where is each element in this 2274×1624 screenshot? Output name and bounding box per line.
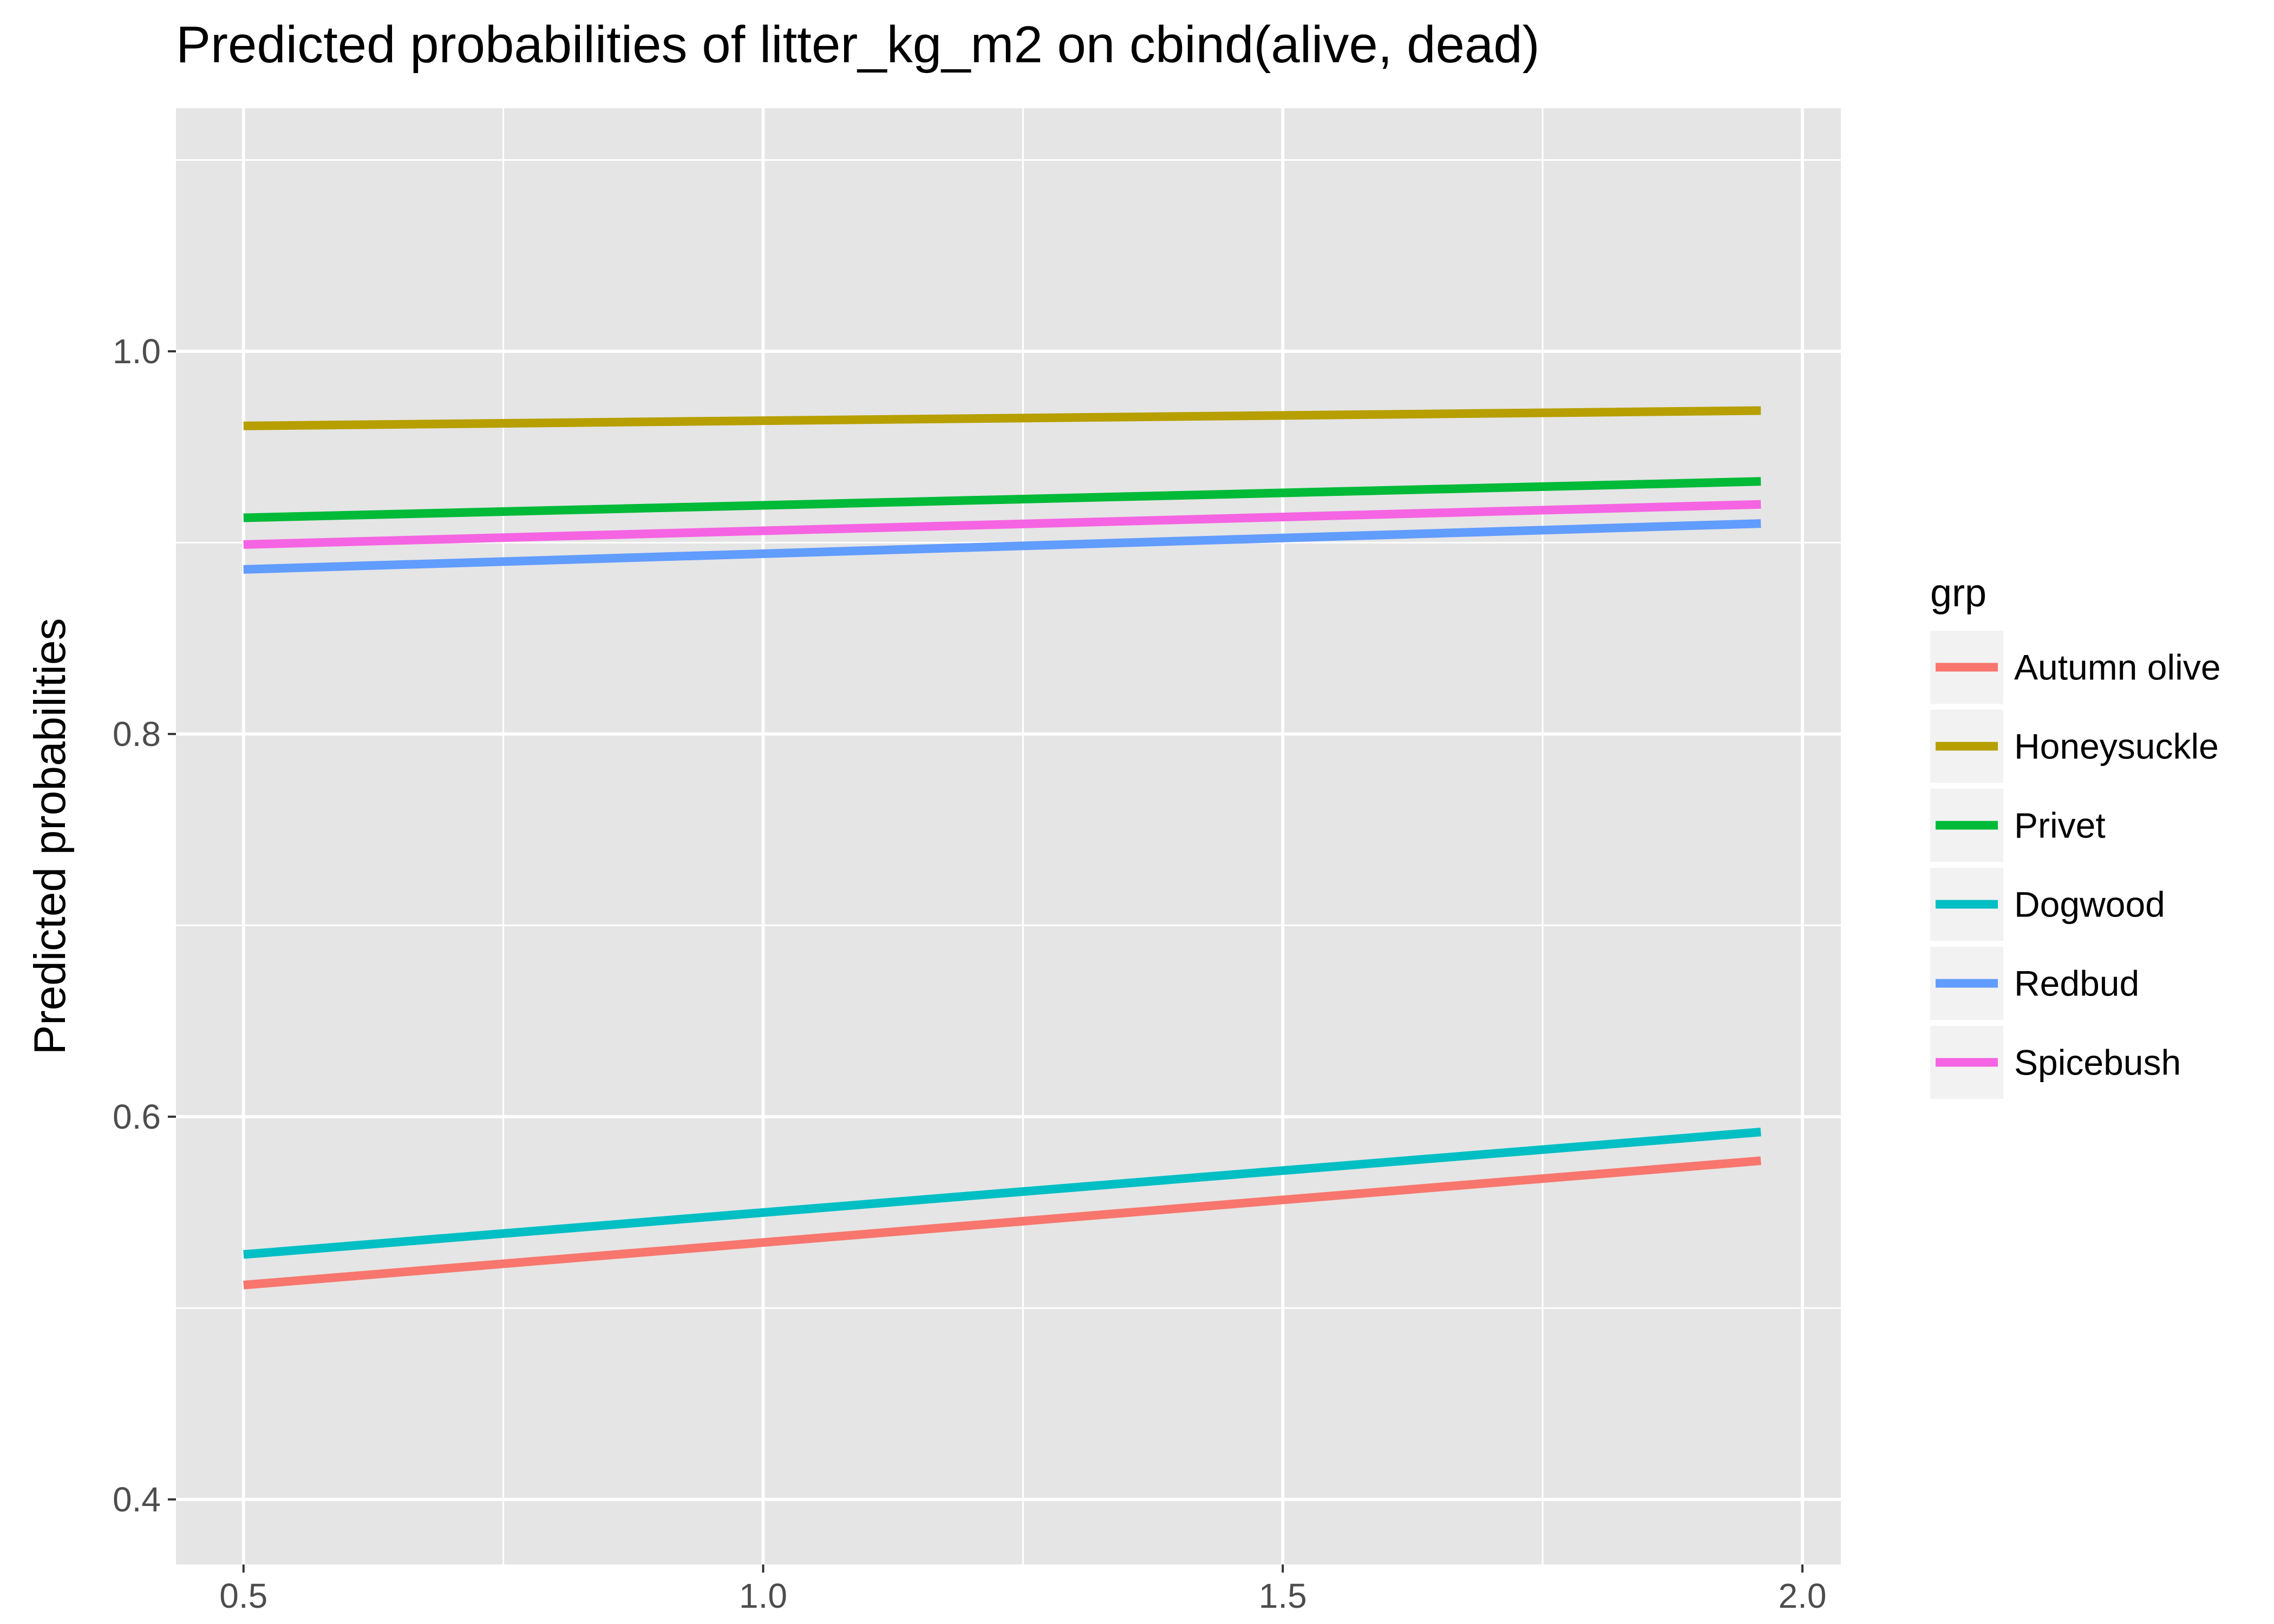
legend-item-dogwood: Dogwood	[1930, 868, 2165, 941]
legend-title: grp	[1930, 572, 1987, 615]
y-axis-title: Predicted probabilities	[25, 618, 75, 1055]
series-line-spicebush	[243, 500, 1761, 549]
legend-label: Spicebush	[2014, 1043, 2181, 1083]
legend: grp Autumn olive Honeysuckle Privet Dogwood…	[1930, 572, 2221, 1099]
legend-items: Autumn olive Honeysuckle Privet Dogwood Redb…	[1930, 631, 2221, 1099]
x-axis: 0.5 1.0 1.5 2.0	[219, 1564, 1826, 1615]
series-line-honeysuckle	[243, 406, 1761, 430]
legend-label: Dogwood	[2014, 885, 2165, 925]
series-line-privet	[243, 477, 1761, 522]
legend-label: Privet	[2014, 806, 2106, 846]
series-line-dogwood	[243, 1128, 1761, 1259]
x-tick-label: 0.5	[219, 1576, 267, 1615]
legend-label: Redbud	[2014, 964, 2139, 1004]
y-axis: 0.4 0.6 0.8 1.0	[113, 332, 176, 1519]
y-tick-label: 1.0	[113, 332, 161, 371]
series-line-redbud	[243, 519, 1761, 574]
legend-item-privet: Privet	[1930, 789, 2106, 862]
legend-item-redbud: Redbud	[1930, 947, 2139, 1020]
x-tick-label: 1.0	[739, 1576, 787, 1615]
legend-label: Autumn olive	[2014, 647, 2221, 687]
legend-item-honeysuckle: Honeysuckle	[1930, 710, 2219, 783]
x-tick-label: 2.0	[1778, 1576, 1826, 1615]
grid-major	[176, 108, 1841, 1564]
x-tick-label: 1.5	[1259, 1576, 1307, 1615]
series-lines	[243, 406, 1761, 1289]
y-tick-label: 0.8	[113, 715, 161, 754]
legend-item-spicebush: Spicebush	[1930, 1026, 2181, 1099]
series-line-autumn-olive	[243, 1156, 1761, 1289]
legend-label: Honeysuckle	[2014, 726, 2219, 767]
chart-title: Predicted probabilities of litter_kg_m2 …	[176, 16, 1540, 74]
plot-panel	[176, 108, 1841, 1564]
y-tick-label: 0.4	[113, 1480, 161, 1519]
legend-item-autumn-olive: Autumn olive	[1930, 631, 2221, 704]
y-tick-label: 0.6	[113, 1097, 161, 1136]
